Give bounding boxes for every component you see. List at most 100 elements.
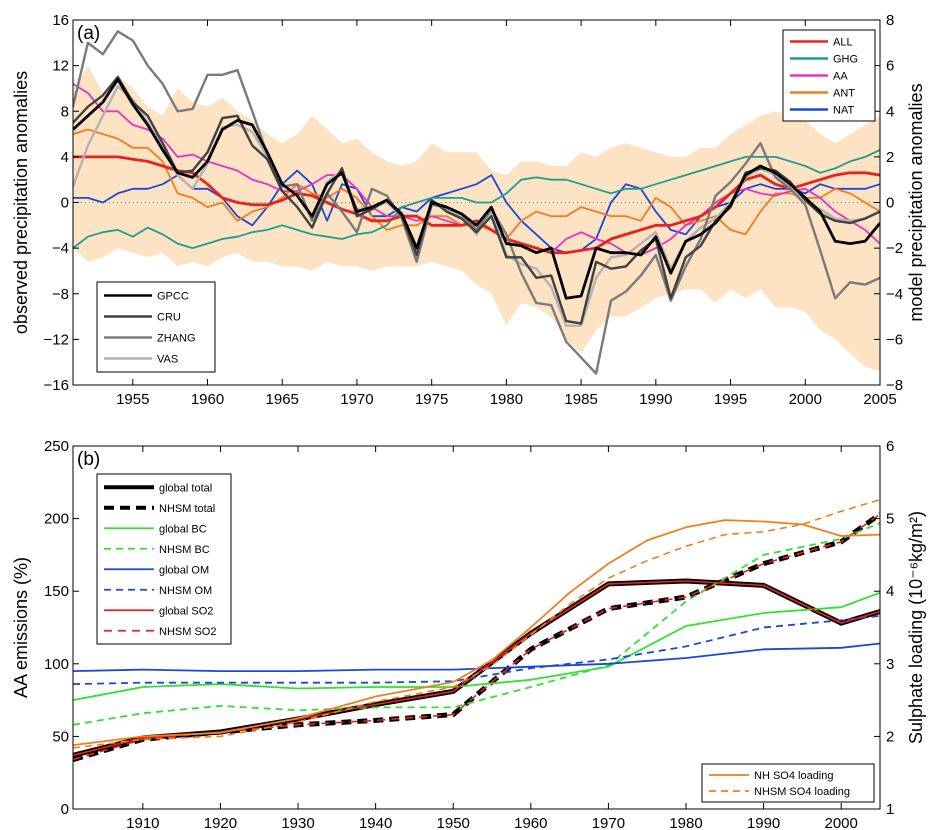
y2-tick-label: 4 <box>886 103 894 120</box>
legend-label: NHSM OM <box>159 585 212 597</box>
legend-label: global SO2 <box>159 605 213 617</box>
y2-tick-label: 1 <box>886 801 894 818</box>
series-cru <box>73 75 880 325</box>
y2-tick-label: 5 <box>886 511 894 528</box>
legend-label: ALL <box>833 37 853 49</box>
series-zhang <box>73 30 880 375</box>
legend-label: NAT <box>833 105 854 117</box>
panel-b: 1910 1920 1930 1940 1950 1960 1970 1980 1990 2000… <box>11 438 926 830</box>
y2-tick-label: −6 <box>886 331 903 348</box>
panel-label: (b) <box>77 449 100 470</box>
y2-tick-label: 6 <box>886 58 894 75</box>
legend-label: global total <box>159 482 212 494</box>
x-tick-label: 1960 <box>191 391 224 408</box>
series-nhsm-bc <box>73 522 880 726</box>
panel-a-plot-area <box>73 30 880 375</box>
legend-label: AA <box>833 71 848 83</box>
y2-tick-label: 8 <box>886 12 894 29</box>
x-tick-label: 1910 <box>126 815 159 830</box>
y-tick-label: 250 <box>44 438 69 455</box>
legend-model: ALL GHG AA ANT NAT <box>782 29 876 122</box>
y-tick-label: 0 <box>61 195 69 212</box>
legend-observed-box <box>96 281 216 373</box>
x-tick-label: 2005 <box>863 391 896 408</box>
x-tick-label: 1980 <box>669 815 702 830</box>
x-tick-label: 1965 <box>266 391 299 408</box>
y-tick-label: −12 <box>44 331 69 348</box>
series-global-bc <box>73 591 880 701</box>
series-nhsm-so2 <box>73 513 880 761</box>
y-axis-label: observed precipitation anomalies <box>11 71 31 334</box>
series-nhsm-om <box>73 615 880 685</box>
x-tick-label: 2000 <box>789 391 822 408</box>
panel-label: (a) <box>77 23 100 44</box>
legend-label: CRU <box>157 312 181 324</box>
y-tick-label: 8 <box>61 103 69 120</box>
legend-emissions-box <box>96 473 232 645</box>
axes-frame <box>72 445 881 810</box>
uncertainty-band <box>73 65 880 372</box>
y-tick-label: −4 <box>52 240 69 257</box>
y-tick-label: 100 <box>44 656 69 673</box>
y-axis-label: AA emissions (%) <box>11 557 31 698</box>
legend-label: GPCC <box>157 291 189 303</box>
x-tick-label: 1955 <box>116 391 149 408</box>
legend-label: NHSM SO2 <box>159 626 216 638</box>
x-tick-label: 1950 <box>437 815 470 830</box>
series-nh-so4-loading <box>73 519 880 746</box>
y-tick-label: −8 <box>52 286 69 303</box>
y2-tick-label: 2 <box>886 149 894 166</box>
legend-label: NHSM total <box>159 503 215 515</box>
panel-b-plot-area <box>73 498 880 763</box>
x-tick-label: 1975 <box>415 391 448 408</box>
legends: ALL GHG AA ANT NAT GPCC CRU ZHANG VAS global tota… <box>96 29 876 803</box>
legend-observed: GPCC CRU ZHANG VAS <box>96 281 216 373</box>
y2-axis-label: model precipitation anomalies <box>906 83 926 321</box>
legend-label: VAS <box>157 354 178 366</box>
x-tick-label: 1985 <box>564 391 597 408</box>
y2-tick-label: −4 <box>886 286 903 303</box>
legend-label: global OM <box>159 564 209 576</box>
y-tick-label: 50 <box>52 728 69 745</box>
series-gpcc <box>73 77 880 300</box>
x-tick-label: 1940 <box>359 815 392 830</box>
y2-tick-label: 2 <box>886 728 894 745</box>
legend-label: GHG <box>833 54 858 66</box>
y2-tick-label: −2 <box>886 240 903 257</box>
legend-emissions: global total NHSM total global BC NHSM BC gl… <box>96 473 232 645</box>
x-tick-label: 1995 <box>714 391 747 408</box>
series-global-om <box>73 642 880 672</box>
series-ghg <box>73 149 880 249</box>
x-tick-label: 2000 <box>825 815 858 830</box>
y-tick-label: 16 <box>52 12 69 29</box>
legend-loading: NH SO4 loading NHSM SO4 loading <box>701 763 875 803</box>
x-tick-label: 1970 <box>340 391 373 408</box>
y2-axis-label: Sulphate loading (10⁻⁶kg/m²) <box>906 511 926 744</box>
y2-tick-label: −8 <box>886 377 903 394</box>
y2-tick-label: 0 <box>886 195 894 212</box>
y-tick-label: −16 <box>44 377 69 394</box>
x-tick-label: 1960 <box>514 815 547 830</box>
y-tick-label: 4 <box>61 149 69 166</box>
y2-tick-label: 3 <box>886 656 894 673</box>
x-tick-label: 1930 <box>281 815 314 830</box>
legend-label: NHSM BC <box>159 544 210 556</box>
y2-tick-label: 4 <box>886 583 894 600</box>
y-tick-label: 200 <box>44 511 69 528</box>
y-tick-label: 12 <box>52 58 69 75</box>
panel-a: 1955 1960 1965 1970 1975 1980 1985 1990 1995 2000… <box>11 12 926 408</box>
x-tick-label: 1990 <box>747 815 780 830</box>
legend-label: NHSM SO4 loading <box>754 786 850 798</box>
legend-loading-box <box>701 763 875 803</box>
legend-label: ZHANG <box>157 333 196 345</box>
y2-tick-label: 6 <box>886 438 894 455</box>
legend-label: global BC <box>159 523 207 535</box>
legend-label: NH SO4 loading <box>754 770 834 782</box>
x-tick-label: 1990 <box>639 391 672 408</box>
series-nhsm-so4-loading <box>73 498 880 749</box>
y-tick-label: 0 <box>61 801 69 818</box>
x-tick-label: 1970 <box>592 815 625 830</box>
legend-label: ANT <box>833 88 855 100</box>
x-tick-label: 1920 <box>204 815 237 830</box>
